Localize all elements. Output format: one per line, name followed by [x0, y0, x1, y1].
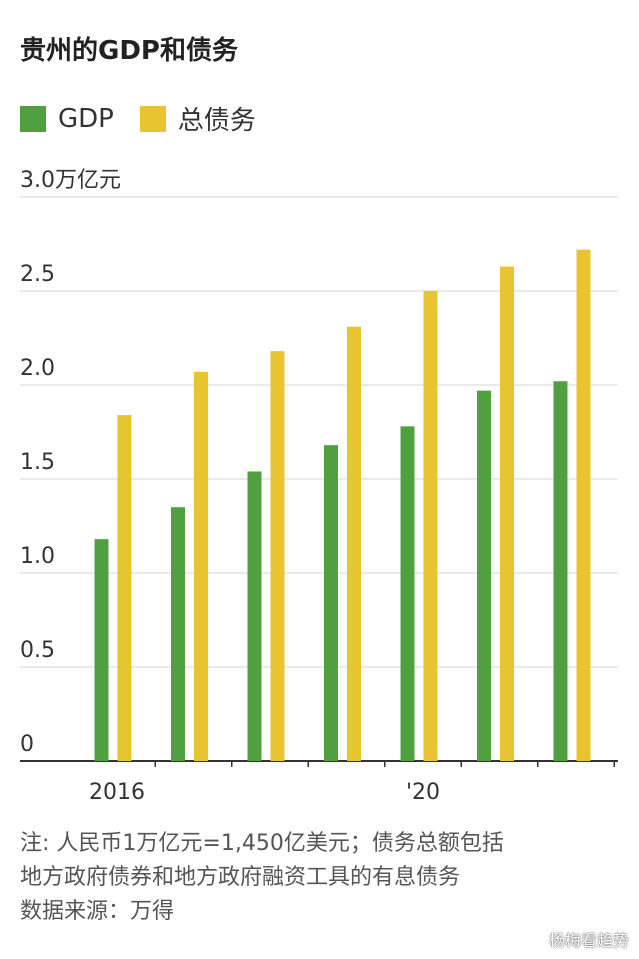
bar-debt [347, 326, 361, 761]
legend-item-debt: 总债务 [139, 100, 256, 137]
x-tick-label: 2016 [89, 780, 145, 805]
chart-title: 贵州的GDP和债务 [20, 36, 238, 66]
bar-debt [576, 249, 591, 761]
bar-chart-svg: 0 0.5 1.0 1.5 2.0 2.5 3.0万亿元 2016 '20 [20, 168, 618, 805]
y-tick-label: 1.5 [20, 450, 55, 475]
chart-area: 0 0.5 1.0 1.5 2.0 2.5 3.0万亿元 2016 '20 [0, 160, 639, 810]
bar-debt [117, 415, 132, 761]
x-tick-label: '20 [406, 780, 440, 805]
chart-notes: 注: 人民币1万亿元=1,450亿美元；债务总额包括 地方政府债券和地方政府融资… [20, 827, 504, 929]
y-tick-label: 3.0万亿元 [20, 168, 121, 193]
bar-gdp [400, 426, 415, 761]
bar-debt [194, 371, 208, 761]
y-tick-label: 1.0 [20, 544, 55, 569]
legend-label-gdp: GDP [58, 103, 114, 134]
bar-gdp [477, 390, 491, 761]
note-line-2: 地方政府债券和地方政府融资工具的有息债务 [20, 865, 461, 890]
bar-gdp [553, 381, 568, 761]
source-line: 数据来源：万得 [20, 899, 175, 924]
y-tick-label: 0.5 [20, 638, 55, 663]
bar-gdp [324, 445, 338, 761]
legend-item-gdp: GDP [20, 104, 114, 134]
bar-gdp [247, 471, 262, 761]
bar-debt [423, 291, 438, 761]
bar-gdp [94, 539, 109, 761]
y-tick-label: 2.5 [20, 262, 55, 287]
legend-swatch-debt [139, 105, 166, 132]
watermark: 杨梅看趋势 [548, 931, 629, 950]
legend-swatch-gdp [20, 105, 46, 132]
y-tick-label: 2.0 [20, 356, 55, 381]
chart-legend: GDP 总债务 [20, 100, 282, 137]
legend-label-debt: 总债务 [177, 106, 256, 136]
bar-debt [500, 266, 514, 761]
y-tick-label: 0 [20, 732, 34, 757]
bar-gdp [171, 507, 185, 761]
bar-debt [270, 351, 285, 761]
note-line-1: 注: 人民币1万亿元=1,450亿美元；债务总额包括 [20, 831, 504, 856]
